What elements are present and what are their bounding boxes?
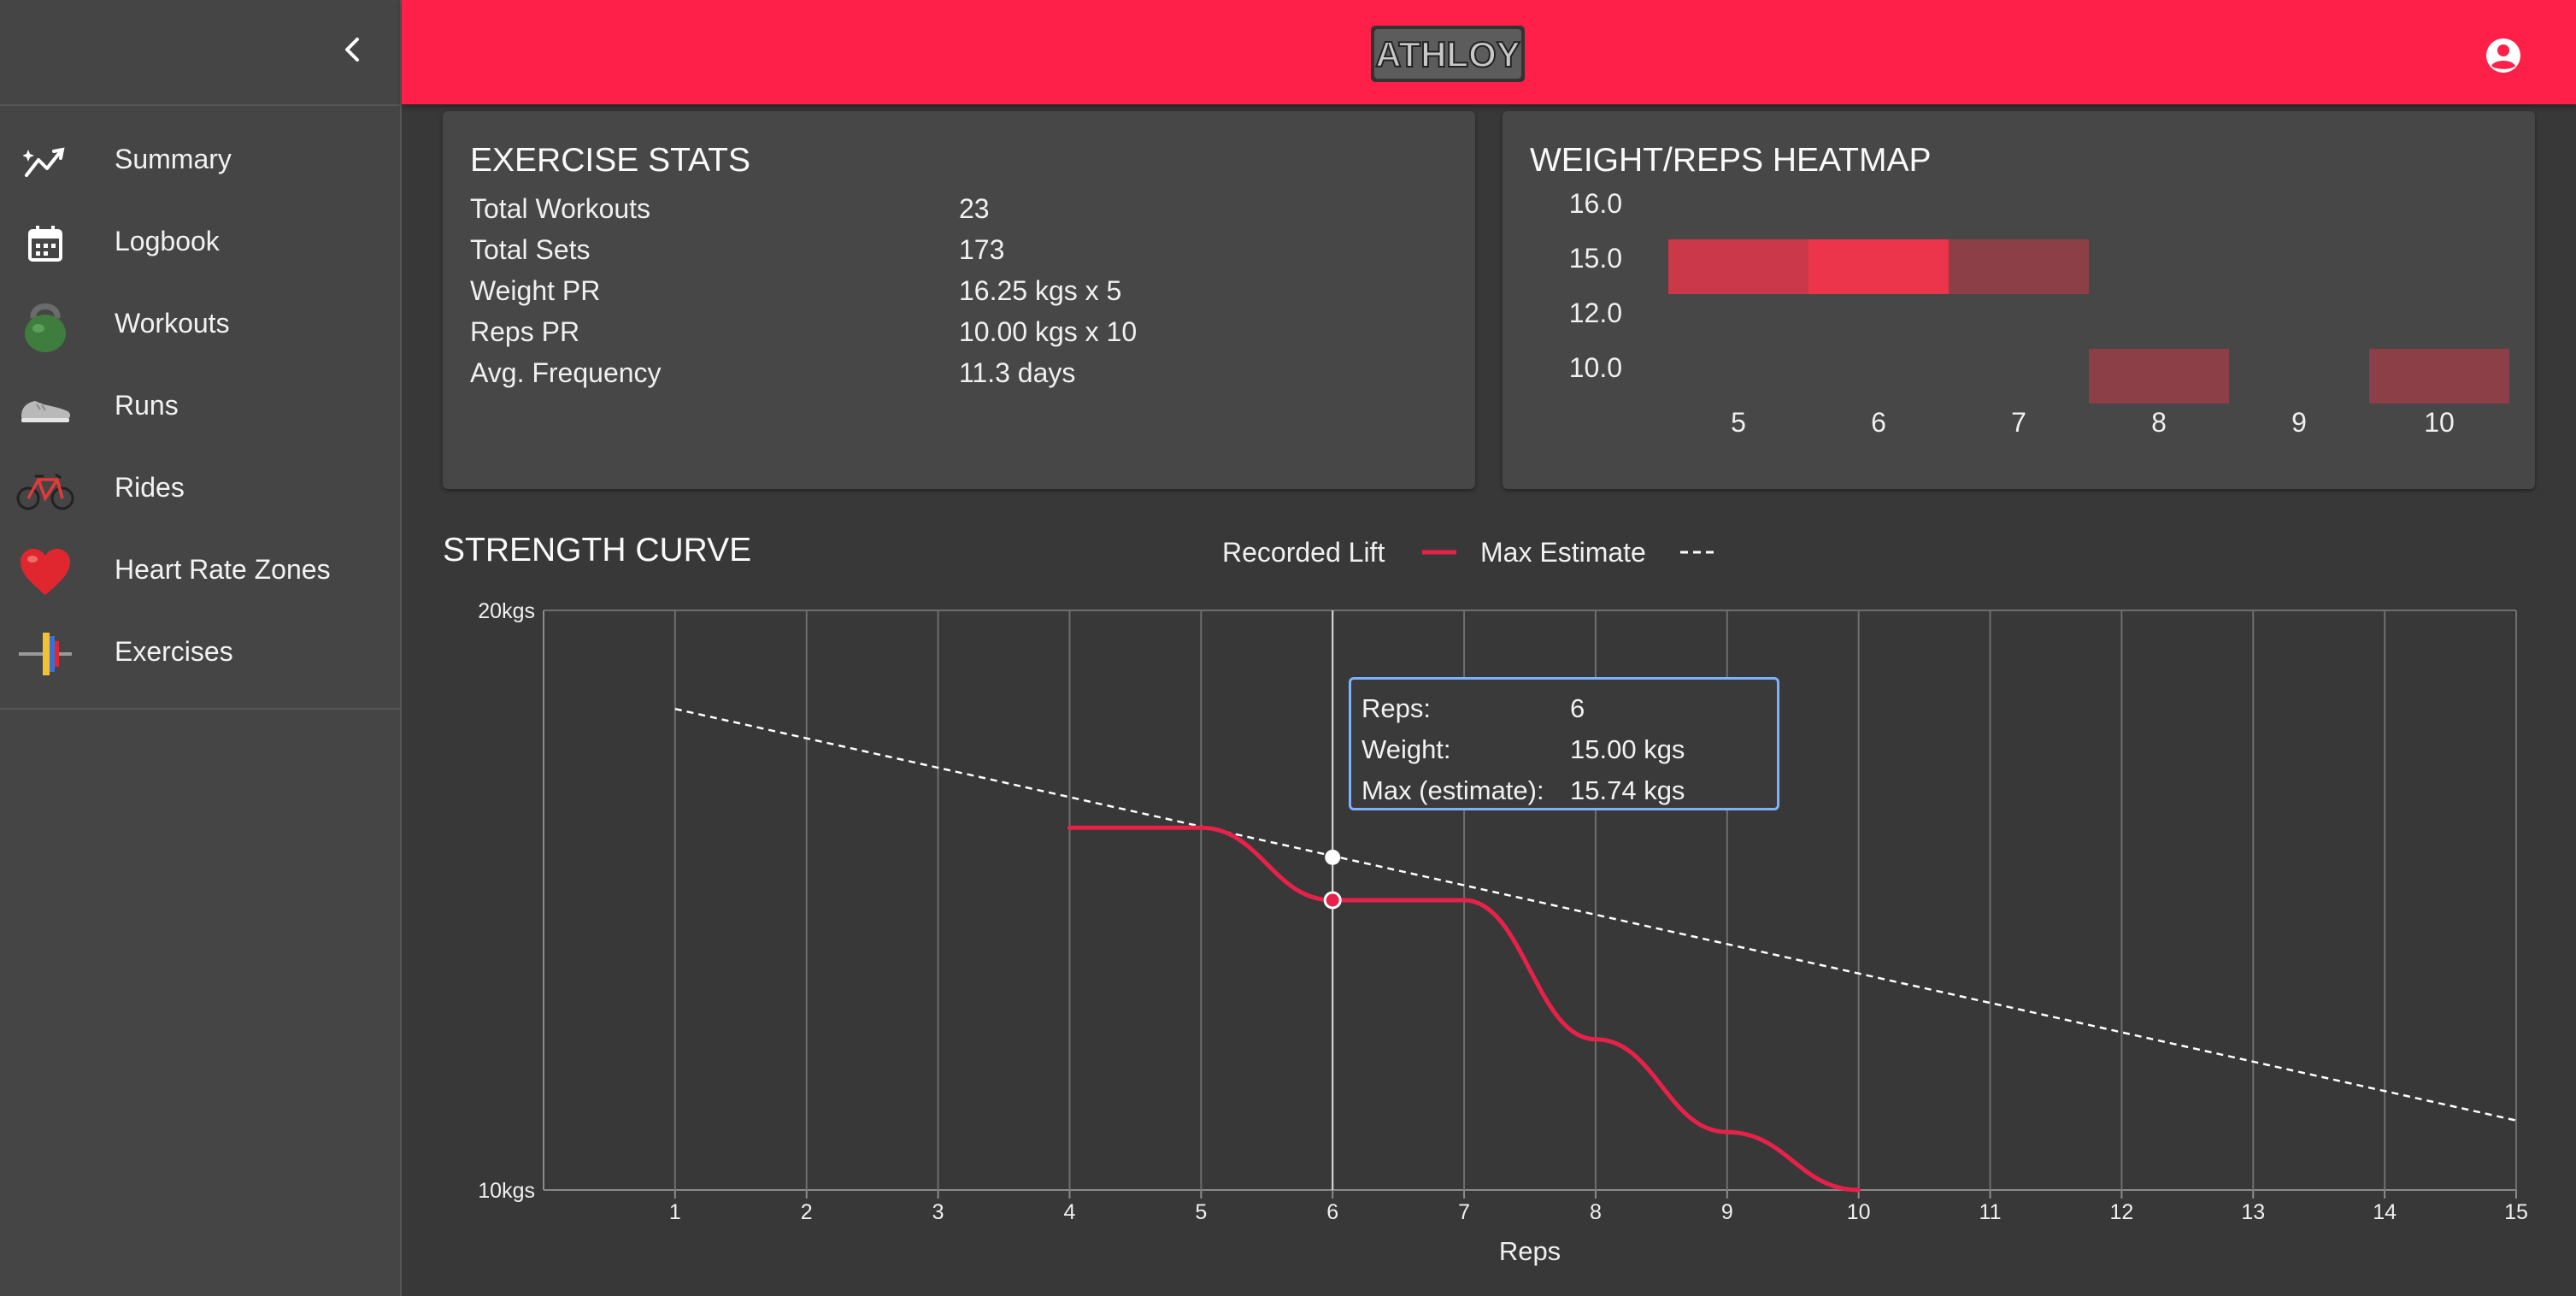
heatmap-cell[interactable] (1949, 239, 2089, 294)
calendar-icon (15, 214, 75, 274)
heart-icon (15, 542, 75, 602)
heatmap-y-label: 16.0 (1568, 188, 1622, 219)
x-tick-label: 12 (2109, 1200, 2133, 1224)
chart-tooltip: Reps: 6 Weight: 15.00 kgs Max (estimate): 1… (1349, 677, 1779, 810)
tooltip-label: Reps: (1362, 693, 1431, 723)
heatmap-x-label: 6 (1871, 407, 1886, 438)
stat-value: 173 (959, 234, 1005, 265)
stat-label: Weight PR (470, 275, 601, 306)
sidebar-item-label: Summary (115, 144, 232, 174)
exercise-stats-card: EXERCISE STATS Total Workouts 23 Total Se… (443, 111, 1475, 489)
heatmap-y-label: 12.0 (1568, 297, 1622, 328)
legend-max-estimate[interactable]: Max Estimate (1480, 537, 1646, 568)
heatmap-cell[interactable] (2089, 349, 2229, 404)
y-tick-label: 20kgs (478, 599, 535, 623)
x-tick-label: 7 (1458, 1200, 1470, 1224)
tooltip-value: 6 (1570, 693, 1585, 723)
tooltip-row: Reps: 6 (1362, 693, 1585, 724)
bicycle-icon (15, 460, 75, 520)
kettlebell-icon (15, 296, 75, 356)
account-circle-icon[interactable] (2475, 27, 2532, 84)
strength-curve-title: STRENGTH CURVE (443, 532, 752, 568)
x-tick-label: 5 (1195, 1200, 1207, 1224)
tooltip-value: 15.74 kgs (1570, 775, 1685, 805)
x-tick-label: 10 (1847, 1200, 1871, 1224)
chevron-left-icon[interactable] (338, 32, 366, 67)
sidebar-item-workouts[interactable]: Workouts (0, 284, 400, 366)
heatmap-y-label: 15.0 (1568, 243, 1622, 274)
app-header: ATHLOY (402, 0, 2576, 104)
sidebar-item-runs[interactable]: Runs (0, 366, 400, 448)
sidebar-item-exercises[interactable]: Exercises (0, 612, 400, 694)
y-tick-label: 10kgs (478, 1179, 535, 1203)
recorded-lift-hover-point (1323, 891, 1342, 910)
x-tick-label: 1 (669, 1200, 681, 1224)
x-tick-label: 13 (2241, 1200, 2265, 1224)
heatmap-card: WEIGHT/REPS HEATMAP 16.0 15.0 12.0 10.0 5 6 7 8… (1503, 111, 2535, 489)
legend-dashed-swatch (1680, 551, 1718, 554)
heatmap-x-label: 8 (2151, 407, 2167, 438)
x-tick-label: 8 (1590, 1200, 1602, 1224)
x-tick-label: 15 (2504, 1200, 2528, 1224)
trending-up-icon (15, 132, 75, 191)
tooltip-value: 15.00 kgs (1570, 734, 1685, 764)
sidebar-item-summary[interactable]: Summary (0, 120, 400, 202)
sidebar: Summary Logbook Workouts Runs Rides Hear… (0, 0, 402, 1296)
tooltip-row: Max (estimate): 15.74 kgs (1362, 775, 1685, 806)
stat-label: Total Workouts (470, 193, 651, 224)
sidebar-divider (0, 708, 400, 710)
stat-label: Reps PR (470, 316, 580, 347)
stat-value: 10.00 kgs x 10 (959, 316, 1138, 347)
stat-value: 11.3 days (959, 357, 1076, 388)
stat-label: Avg. Frequency (470, 357, 662, 388)
heatmap-x-label: 10 (2424, 407, 2455, 438)
sidebar-header (0, 0, 400, 106)
exercise-stats-title: EXERCISE STATS (470, 142, 750, 179)
x-tick-label: 9 (1721, 1200, 1733, 1224)
sidebar-item-label: Rides (115, 472, 185, 503)
sidebar-item-rides[interactable]: Rides (0, 448, 400, 530)
stat-value: 23 (959, 193, 990, 224)
series-recorded-lift-line (1067, 825, 1861, 1193)
heatmap-x-label: 7 (2011, 407, 2026, 438)
heatmap-x-label: 5 (1731, 407, 1746, 438)
sidebar-item-heart-rate-zones[interactable]: Heart Rate Zones (0, 530, 400, 612)
heatmap-cell[interactable] (1668, 239, 1808, 294)
heatmap-title: WEIGHT/REPS HEATMAP (1530, 142, 1932, 179)
sidebar-item-label: Exercises (115, 636, 233, 667)
tooltip-row: Weight: 15.00 kgs (1362, 734, 1685, 765)
sidebar-item-logbook[interactable]: Logbook (0, 202, 400, 284)
x-tick-label: 3 (932, 1200, 944, 1224)
legend-recorded-lift[interactable]: Recorded Lift (1222, 537, 1385, 568)
heatmap-cell[interactable] (1808, 239, 1949, 294)
sneaker-icon (15, 378, 75, 438)
svg-text:ATHLOY: ATHLOY (1375, 34, 1520, 74)
tooltip-label: Max (estimate): (1362, 775, 1544, 805)
app-logo[interactable]: ATHLOY (1371, 26, 1525, 82)
sidebar-item-label: Heart Rate Zones (115, 554, 331, 585)
heatmap-cell[interactable] (2369, 349, 2509, 404)
x-tick-label: 2 (801, 1200, 813, 1224)
x-tick-label: 4 (1064, 1200, 1076, 1224)
max-estimate-hover-point (1325, 849, 1341, 865)
heatmap-y-label: 10.0 (1568, 352, 1622, 383)
tooltip-label: Weight: (1362, 734, 1451, 764)
x-tick-label: 11 (1979, 1200, 2002, 1224)
sidebar-item-label: Logbook (115, 226, 220, 256)
legend-solid-swatch (1422, 550, 1456, 555)
sidebar-item-label: Workouts (115, 308, 230, 339)
heatmap-x-label: 9 (2291, 407, 2307, 438)
x-axis-label: Reps (1499, 1236, 1561, 1266)
sidebar-item-label: Runs (115, 390, 179, 421)
x-tick-label: 6 (1326, 1200, 1338, 1224)
stat-value: 16.25 kgs x 5 (959, 275, 1122, 306)
series-max-estimate-line (674, 708, 2517, 1122)
x-tick-label: 14 (2373, 1200, 2397, 1224)
barbell-icon (15, 624, 75, 684)
stat-label: Total Sets (470, 234, 591, 265)
